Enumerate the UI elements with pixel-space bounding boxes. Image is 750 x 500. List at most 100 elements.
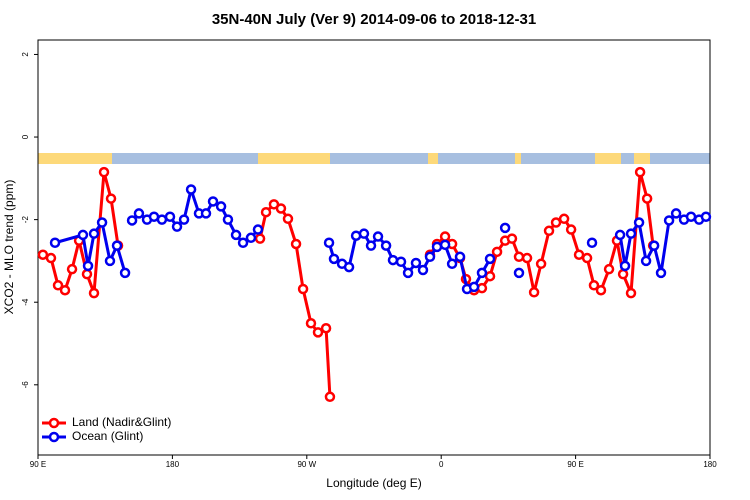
data-point [104, 255, 116, 267]
data-point [52, 280, 64, 291]
chart-title: 35N-40N July (Ver 9) 2014-09-06 to 2018-… [212, 11, 536, 28]
data-point [252, 224, 264, 235]
data-point [260, 206, 272, 218]
data-point [365, 240, 377, 251]
x-tick-label: 0 [439, 460, 444, 469]
x-tick-label: 90 E [567, 460, 583, 469]
data-point [297, 283, 309, 295]
data-point [171, 221, 183, 232]
data-point [468, 281, 480, 293]
data-point [484, 253, 496, 265]
data-point [77, 229, 89, 241]
data-point [126, 215, 138, 226]
data-point [417, 264, 429, 276]
data-point [565, 224, 577, 235]
data-point [237, 237, 249, 249]
y-tick-label: -4 [21, 298, 30, 306]
data-point [586, 237, 598, 249]
data-point [685, 211, 697, 222]
data-point [535, 258, 547, 270]
data-point [45, 252, 57, 264]
data-point [614, 229, 626, 241]
data-point [439, 239, 451, 251]
data-point [648, 240, 660, 251]
data-point [88, 228, 100, 239]
data-point [59, 284, 71, 296]
data-point [230, 229, 242, 241]
data-point [222, 214, 234, 225]
data-point [66, 263, 78, 275]
data-point [521, 252, 533, 264]
data-point [320, 322, 332, 334]
data-point [312, 327, 324, 338]
data-point [98, 166, 110, 178]
land-mask-strip [38, 153, 710, 164]
data-point [603, 263, 615, 275]
data-point [431, 241, 443, 253]
legend-marker [48, 431, 60, 443]
data-point [634, 166, 646, 178]
data-point [207, 196, 219, 207]
data-point [200, 208, 212, 219]
data-point [625, 287, 637, 299]
data-point [254, 233, 266, 244]
data-point [476, 267, 488, 279]
data-point [328, 253, 340, 265]
data-point [558, 213, 570, 225]
data-point [619, 260, 631, 272]
data-point [633, 217, 645, 228]
data-point [641, 193, 653, 204]
data-point [105, 193, 117, 204]
data-point [343, 261, 355, 273]
data-point [275, 203, 287, 214]
x-axis-label: Longitude (deg E) [326, 476, 421, 490]
data-point [178, 214, 190, 225]
data-point [513, 267, 525, 279]
data-point [88, 287, 100, 299]
data-point [499, 222, 511, 234]
data-point [156, 214, 168, 225]
data-point [82, 260, 94, 272]
data-point [454, 251, 466, 263]
data-point [528, 287, 540, 298]
y-tick-label: -6 [21, 381, 30, 389]
data-point [617, 268, 629, 280]
data-point [670, 208, 682, 219]
data-point [215, 201, 227, 212]
data-point [410, 257, 422, 269]
data-point [380, 240, 392, 251]
data-point [37, 249, 49, 260]
data-point [640, 255, 652, 267]
data-point [439, 231, 451, 242]
data-point [305, 318, 317, 329]
data-point [550, 217, 562, 228]
y-tick-label: -2 [21, 216, 30, 224]
data-point [446, 258, 458, 270]
data-point [111, 240, 123, 251]
data-point [595, 284, 607, 296]
legend-label: Land (Nadir&Glint) [72, 415, 171, 429]
data-point [506, 233, 518, 244]
data-point [395, 256, 407, 267]
data-point [133, 208, 145, 219]
data-point [581, 252, 593, 264]
data-point [358, 228, 370, 239]
data-point [588, 280, 600, 291]
data-point [323, 237, 335, 249]
plot-frame [37, 39, 711, 456]
data-point [164, 211, 176, 222]
data-point [387, 254, 399, 266]
data-point [402, 267, 414, 279]
data-point [119, 267, 131, 279]
x-tick-label: 180 [166, 460, 180, 469]
y-axis-label: XCO2 - MLO trend (ppm) [2, 180, 16, 315]
data-point [476, 282, 488, 294]
data-point [625, 228, 637, 239]
y-tick-label: 0 [21, 134, 30, 139]
data-point [245, 232, 257, 244]
series-line [54, 183, 707, 291]
data-point [324, 391, 336, 403]
x-tick-label: 180 [703, 460, 717, 469]
data-point [491, 246, 503, 258]
